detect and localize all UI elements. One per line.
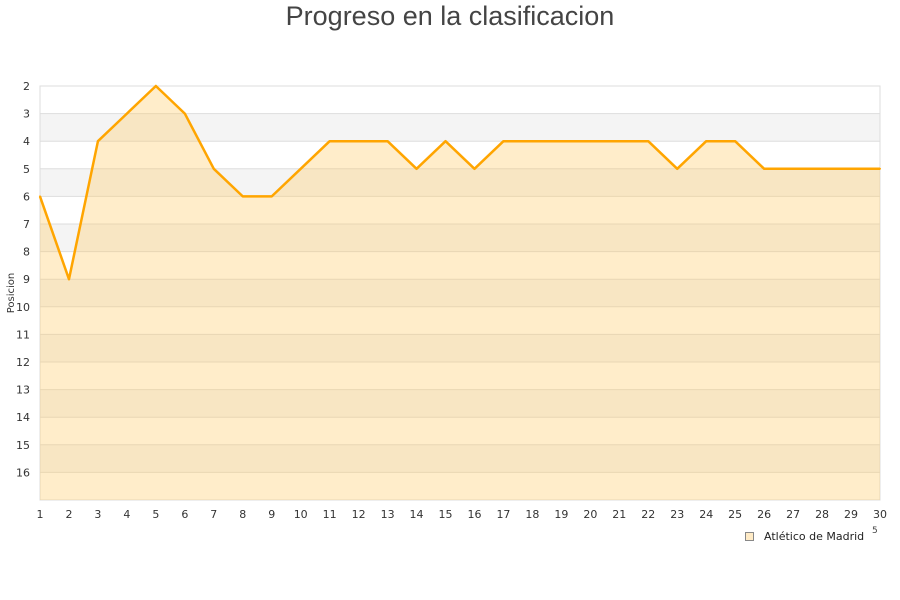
- legend-swatch: [745, 532, 754, 541]
- y-tick-label: 10: [16, 301, 30, 314]
- x-tick-label: 22: [641, 508, 655, 521]
- data-point: [328, 140, 331, 143]
- series-area: [40, 86, 880, 500]
- y-tick-label: 15: [16, 439, 30, 452]
- data-point: [560, 140, 563, 143]
- legend[interactable]: Atlético de Madrid: [745, 530, 864, 543]
- plot-border: [39, 85, 881, 501]
- data-point: [67, 278, 70, 281]
- data-point: [357, 140, 360, 143]
- grid-band: [40, 444, 880, 473]
- stray-label: 5: [872, 526, 878, 536]
- y-tick-label: 12: [16, 356, 30, 369]
- data-point: [879, 167, 881, 170]
- data-point: [415, 167, 418, 170]
- x-tick-label: 13: [381, 508, 395, 521]
- data-point: [763, 167, 766, 170]
- x-tick-label: 26: [757, 508, 771, 521]
- x-tick-label: 10: [294, 508, 308, 521]
- x-tick-label: 11: [323, 508, 337, 521]
- chart-title: Progreso en la clasificacion: [285, 1, 615, 31]
- y-tick-label: 6: [23, 190, 30, 203]
- y-tick-label: 3: [23, 108, 30, 121]
- grid-band: [40, 196, 880, 224]
- data-point: [212, 167, 215, 170]
- x-tick-label: 23: [670, 508, 684, 521]
- series-line: [38, 84, 880, 281]
- data-point: [676, 167, 679, 170]
- x-tick-label: 7: [210, 508, 217, 521]
- y-tick-label: 5: [23, 163, 30, 176]
- data-point: [39, 195, 41, 198]
- data-point: [502, 140, 505, 143]
- data-point: [183, 112, 186, 115]
- data-point: [705, 140, 708, 143]
- data-point: [792, 167, 795, 170]
- data-point: [241, 195, 244, 198]
- x-tick-label: 15: [439, 508, 453, 521]
- grid-band: [40, 362, 880, 390]
- y-tick-label: 11: [16, 328, 30, 341]
- grid-band: [40, 224, 880, 252]
- grid-band: [40, 168, 880, 197]
- x-tick-label: 19: [554, 508, 568, 521]
- x-tick-label: 3: [94, 508, 101, 521]
- x-tick-label: 20: [583, 508, 597, 521]
- legend-label: Atlético de Madrid: [764, 530, 865, 543]
- x-tick-label: 14: [410, 508, 424, 521]
- data-point: [444, 140, 447, 143]
- y-tick-label: 16: [16, 466, 30, 479]
- x-tick-label: 29: [844, 508, 858, 521]
- x-tick-label: 1: [37, 508, 44, 521]
- x-tick-label: 30: [873, 508, 887, 521]
- data-point: [821, 167, 824, 170]
- x-tick-label: 8: [239, 508, 246, 521]
- grid-band: [40, 251, 880, 280]
- grid-band: [40, 417, 880, 445]
- data-point: [154, 85, 157, 87]
- grid-band: [40, 306, 880, 335]
- data-point: [531, 140, 534, 143]
- data-point: [96, 140, 99, 143]
- x-tick-label: 6: [181, 508, 188, 521]
- x-tick-label: 5: [152, 508, 159, 521]
- data-point: [299, 167, 302, 170]
- x-tick-label: 24: [699, 508, 713, 521]
- y-tick-label: 7: [23, 218, 30, 231]
- grid-band: [40, 389, 880, 418]
- grid-band: [40, 279, 880, 307]
- data-point: [386, 140, 389, 143]
- grid-band: [40, 472, 880, 500]
- data-point: [647, 140, 650, 143]
- y-tick-label: 9: [23, 273, 30, 286]
- x-tick-label: 12: [352, 508, 366, 521]
- grid-band: [40, 334, 880, 362]
- data-point: [125, 112, 128, 115]
- x-tick-label: 25: [728, 508, 742, 521]
- grid-band: [40, 113, 880, 142]
- data-point: [473, 167, 476, 170]
- x-tick-label: 16: [467, 508, 481, 521]
- x-tick-label: 21: [612, 508, 626, 521]
- y-tick-label: 13: [16, 384, 30, 397]
- y-tick-label: 14: [16, 411, 30, 424]
- y-tick-label: 2: [23, 80, 30, 93]
- x-tick-label: 27: [786, 508, 800, 521]
- data-point: [734, 140, 737, 143]
- x-tick-label: 2: [65, 508, 72, 521]
- x-tick-label: 28: [815, 508, 829, 521]
- x-tick-label: 18: [525, 508, 539, 521]
- data-point: [270, 195, 273, 198]
- x-tick-label: 17: [496, 508, 510, 521]
- y-axis-label: Posicion: [6, 273, 17, 314]
- x-tick-label: 9: [268, 508, 275, 521]
- data-point: [589, 140, 592, 143]
- data-point: [618, 140, 621, 143]
- x-tick-label: 4: [123, 508, 130, 521]
- y-tick-label: 4: [23, 135, 30, 148]
- data-point: [850, 167, 853, 170]
- y-tick-label: 8: [23, 246, 30, 259]
